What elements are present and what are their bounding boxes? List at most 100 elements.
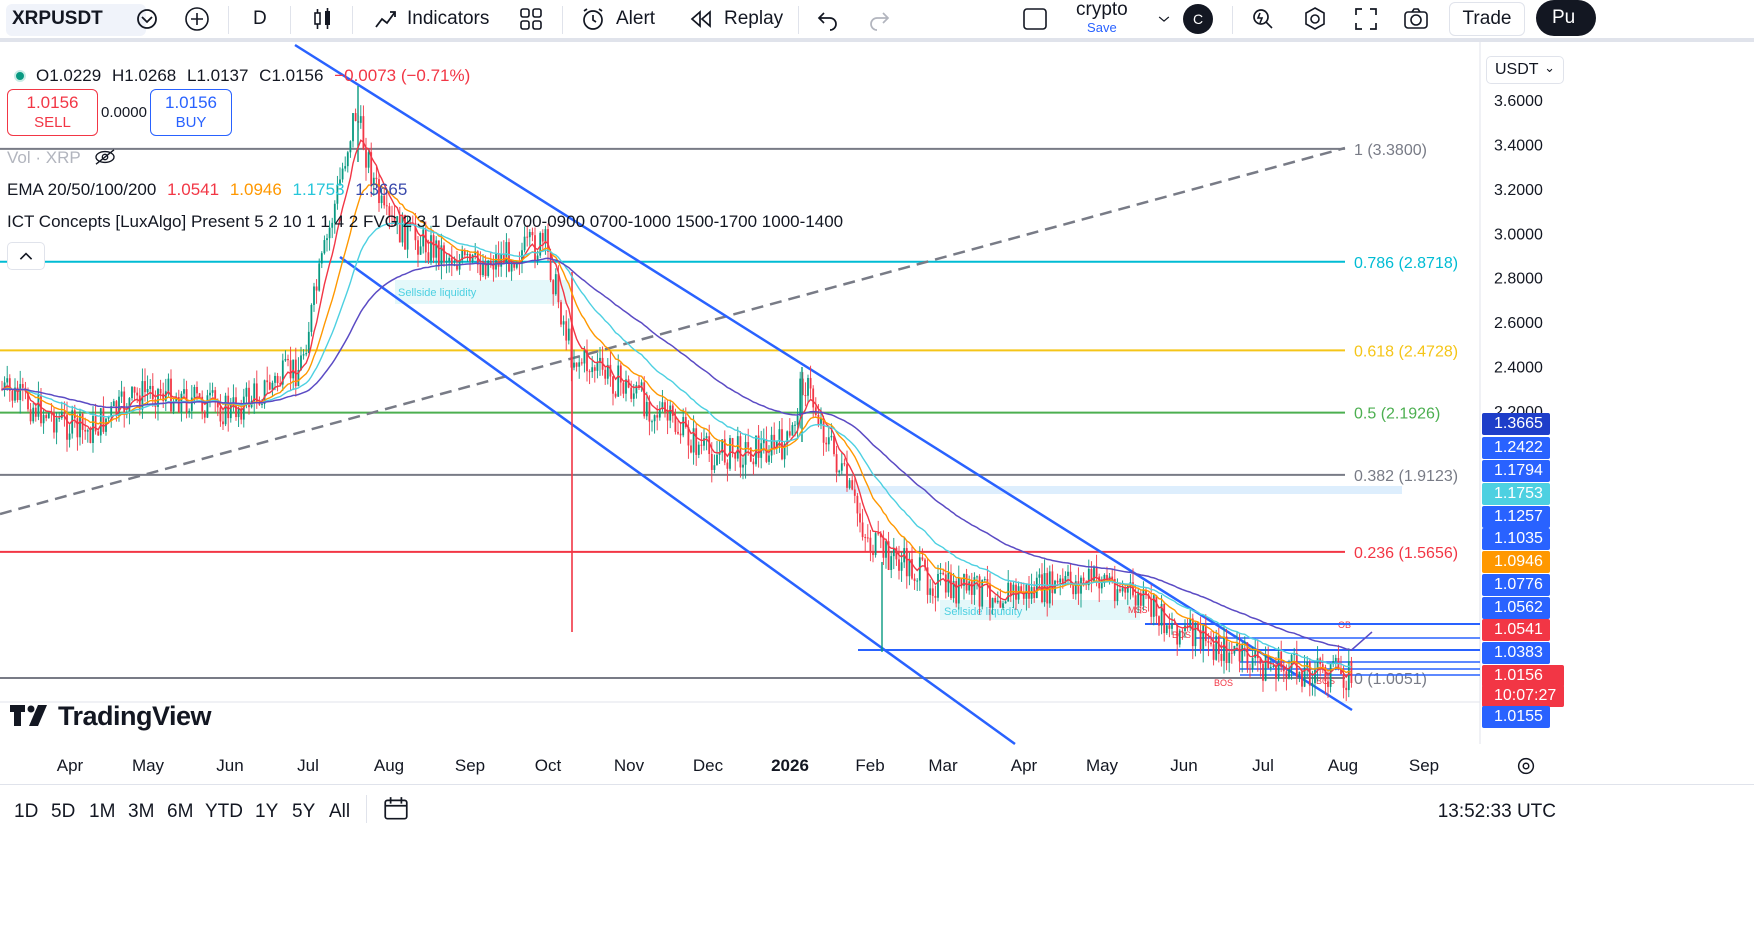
axis-settings-icon[interactable] — [1514, 754, 1538, 783]
candle-body — [848, 480, 851, 488]
price-chart[interactable]: 1 (3.3800) 0.786 (2.8718) 0.618 (2.4728) 0.… — [0, 42, 1754, 784]
replay-button[interactable]: Replay — [688, 0, 783, 38]
range-button-1m[interactable]: 1M — [89, 801, 116, 822]
candle-body — [302, 354, 305, 356]
candle-body — [614, 393, 617, 397]
layout-name-button[interactable]: crypto Save — [1076, 0, 1128, 38]
interval-button[interactable]: D — [253, 8, 267, 29]
candle-body — [770, 434, 773, 456]
candle-body — [94, 415, 97, 432]
candle-body — [1181, 630, 1184, 632]
redo-icon[interactable] — [866, 0, 892, 38]
symbol-search-pill[interactable] — [6, 4, 146, 36]
candle-body — [16, 387, 19, 401]
candle-body — [1160, 603, 1163, 626]
indicators-button[interactable]: Indicators — [373, 0, 489, 38]
clock-utc[interactable]: 13:52:33 UTC — [1437, 801, 1556, 822]
quick-search-icon[interactable] — [1250, 0, 1276, 38]
candle-body — [1288, 667, 1290, 679]
candle-body — [292, 359, 295, 379]
candle-body — [1145, 590, 1147, 595]
range-button-all[interactable]: All — [329, 801, 351, 822]
collapse-legend-button[interactable] — [7, 242, 45, 270]
eye-hidden-icon[interactable] — [93, 148, 117, 166]
camera-snapshot-icon[interactable] — [1403, 0, 1429, 38]
candle-body — [1009, 582, 1012, 596]
time-axis-tick: Sep — [454, 756, 486, 775]
price-axis-tag: 1.2422 — [1482, 437, 1550, 459]
ema50-value: 1.0946 — [229, 180, 282, 199]
price-axis-tick: 3.2000 — [1494, 182, 1543, 199]
candle-body — [401, 214, 404, 243]
fullscreen-icon[interactable] — [1353, 0, 1379, 38]
candle-body — [513, 264, 516, 268]
candle-body — [141, 381, 144, 410]
currency-select[interactable]: USDT ⌄ — [1486, 56, 1564, 84]
candle-body — [219, 407, 222, 422]
candle-body — [349, 141, 352, 153]
buy-button[interactable]: 1.0156 BUY — [150, 89, 232, 136]
range-button-ytd[interactable]: YTD — [205, 801, 243, 822]
candle-body — [791, 425, 794, 436]
candle-body — [354, 113, 357, 121]
candles-chart-type-icon[interactable] — [310, 0, 336, 38]
layout-name: crypto — [1076, 0, 1128, 20]
candle-body — [970, 581, 973, 595]
settings-gear-icon[interactable] — [1302, 0, 1328, 38]
candle-body — [396, 216, 399, 224]
candle-body — [968, 581, 971, 591]
symbol-info-icon[interactable] — [134, 0, 160, 38]
volume-legend[interactable]: Vol · XRP — [7, 148, 117, 168]
time-axis-tick: Jul — [297, 756, 319, 775]
candle-body — [895, 547, 898, 560]
candle-body — [1119, 589, 1121, 592]
ict-legend[interactable]: ICT Concepts [LuxAlgo] Present 5 2 10 1 … — [7, 212, 844, 231]
candle-body — [437, 240, 440, 266]
compare-add-icon[interactable] — [184, 0, 210, 38]
range-button-3m[interactable]: 3M — [128, 801, 155, 822]
candle-body — [162, 393, 165, 401]
publish-button[interactable]: Pu — [1536, 0, 1596, 36]
candle-body — [523, 236, 526, 251]
candle-body — [289, 360, 292, 379]
trade-button[interactable]: Trade — [1449, 2, 1525, 36]
candle-body — [1246, 642, 1249, 669]
candle-body — [336, 184, 339, 204]
candle-body — [11, 390, 14, 401]
chevron-down-icon[interactable] — [1155, 0, 1173, 38]
range-button-6m[interactable]: 6M — [167, 801, 194, 822]
range-button-1d[interactable]: 1D — [14, 801, 39, 822]
divider — [562, 6, 563, 34]
time-axis-tick: Nov — [613, 756, 645, 775]
sell-button[interactable]: 1.0156 SELL — [7, 89, 98, 136]
range-button-1y[interactable]: 1Y — [255, 801, 279, 822]
avatar[interactable]: C — [1183, 0, 1213, 38]
layout-square-icon[interactable] — [1022, 0, 1048, 38]
annotation-bos: BOS — [1214, 678, 1233, 688]
ema-legend[interactable]: EMA 20/50/100/200 1.0541 1.0946 1.1753 1… — [7, 180, 407, 200]
candle-body — [541, 233, 544, 242]
candle-body — [14, 387, 16, 401]
candle-body — [554, 274, 557, 295]
calendar-goto-icon[interactable] — [382, 795, 410, 828]
candle-body — [1134, 595, 1137, 606]
candle-body — [786, 431, 789, 444]
range-button-5y[interactable]: 5Y — [292, 801, 316, 822]
range-button-5d[interactable]: 5D — [51, 801, 76, 822]
candle-body — [986, 578, 989, 584]
candle-body — [911, 559, 913, 579]
candle-body — [796, 415, 799, 425]
alert-button[interactable]: Alert — [580, 0, 655, 38]
candle-body — [359, 116, 362, 123]
undo-icon[interactable] — [815, 0, 841, 38]
candle-body — [635, 385, 638, 394]
time-axis-tick: Aug — [1327, 756, 1359, 775]
candle-body — [708, 436, 711, 455]
candle-body — [1264, 654, 1267, 681]
candle-body — [952, 581, 955, 599]
candle-body — [1095, 567, 1098, 577]
candle-body — [385, 205, 388, 207]
templates-grid-icon[interactable] — [518, 0, 544, 38]
candle-body — [466, 253, 469, 256]
symbol-name[interactable]: XRPUSDT — [12, 8, 103, 29]
